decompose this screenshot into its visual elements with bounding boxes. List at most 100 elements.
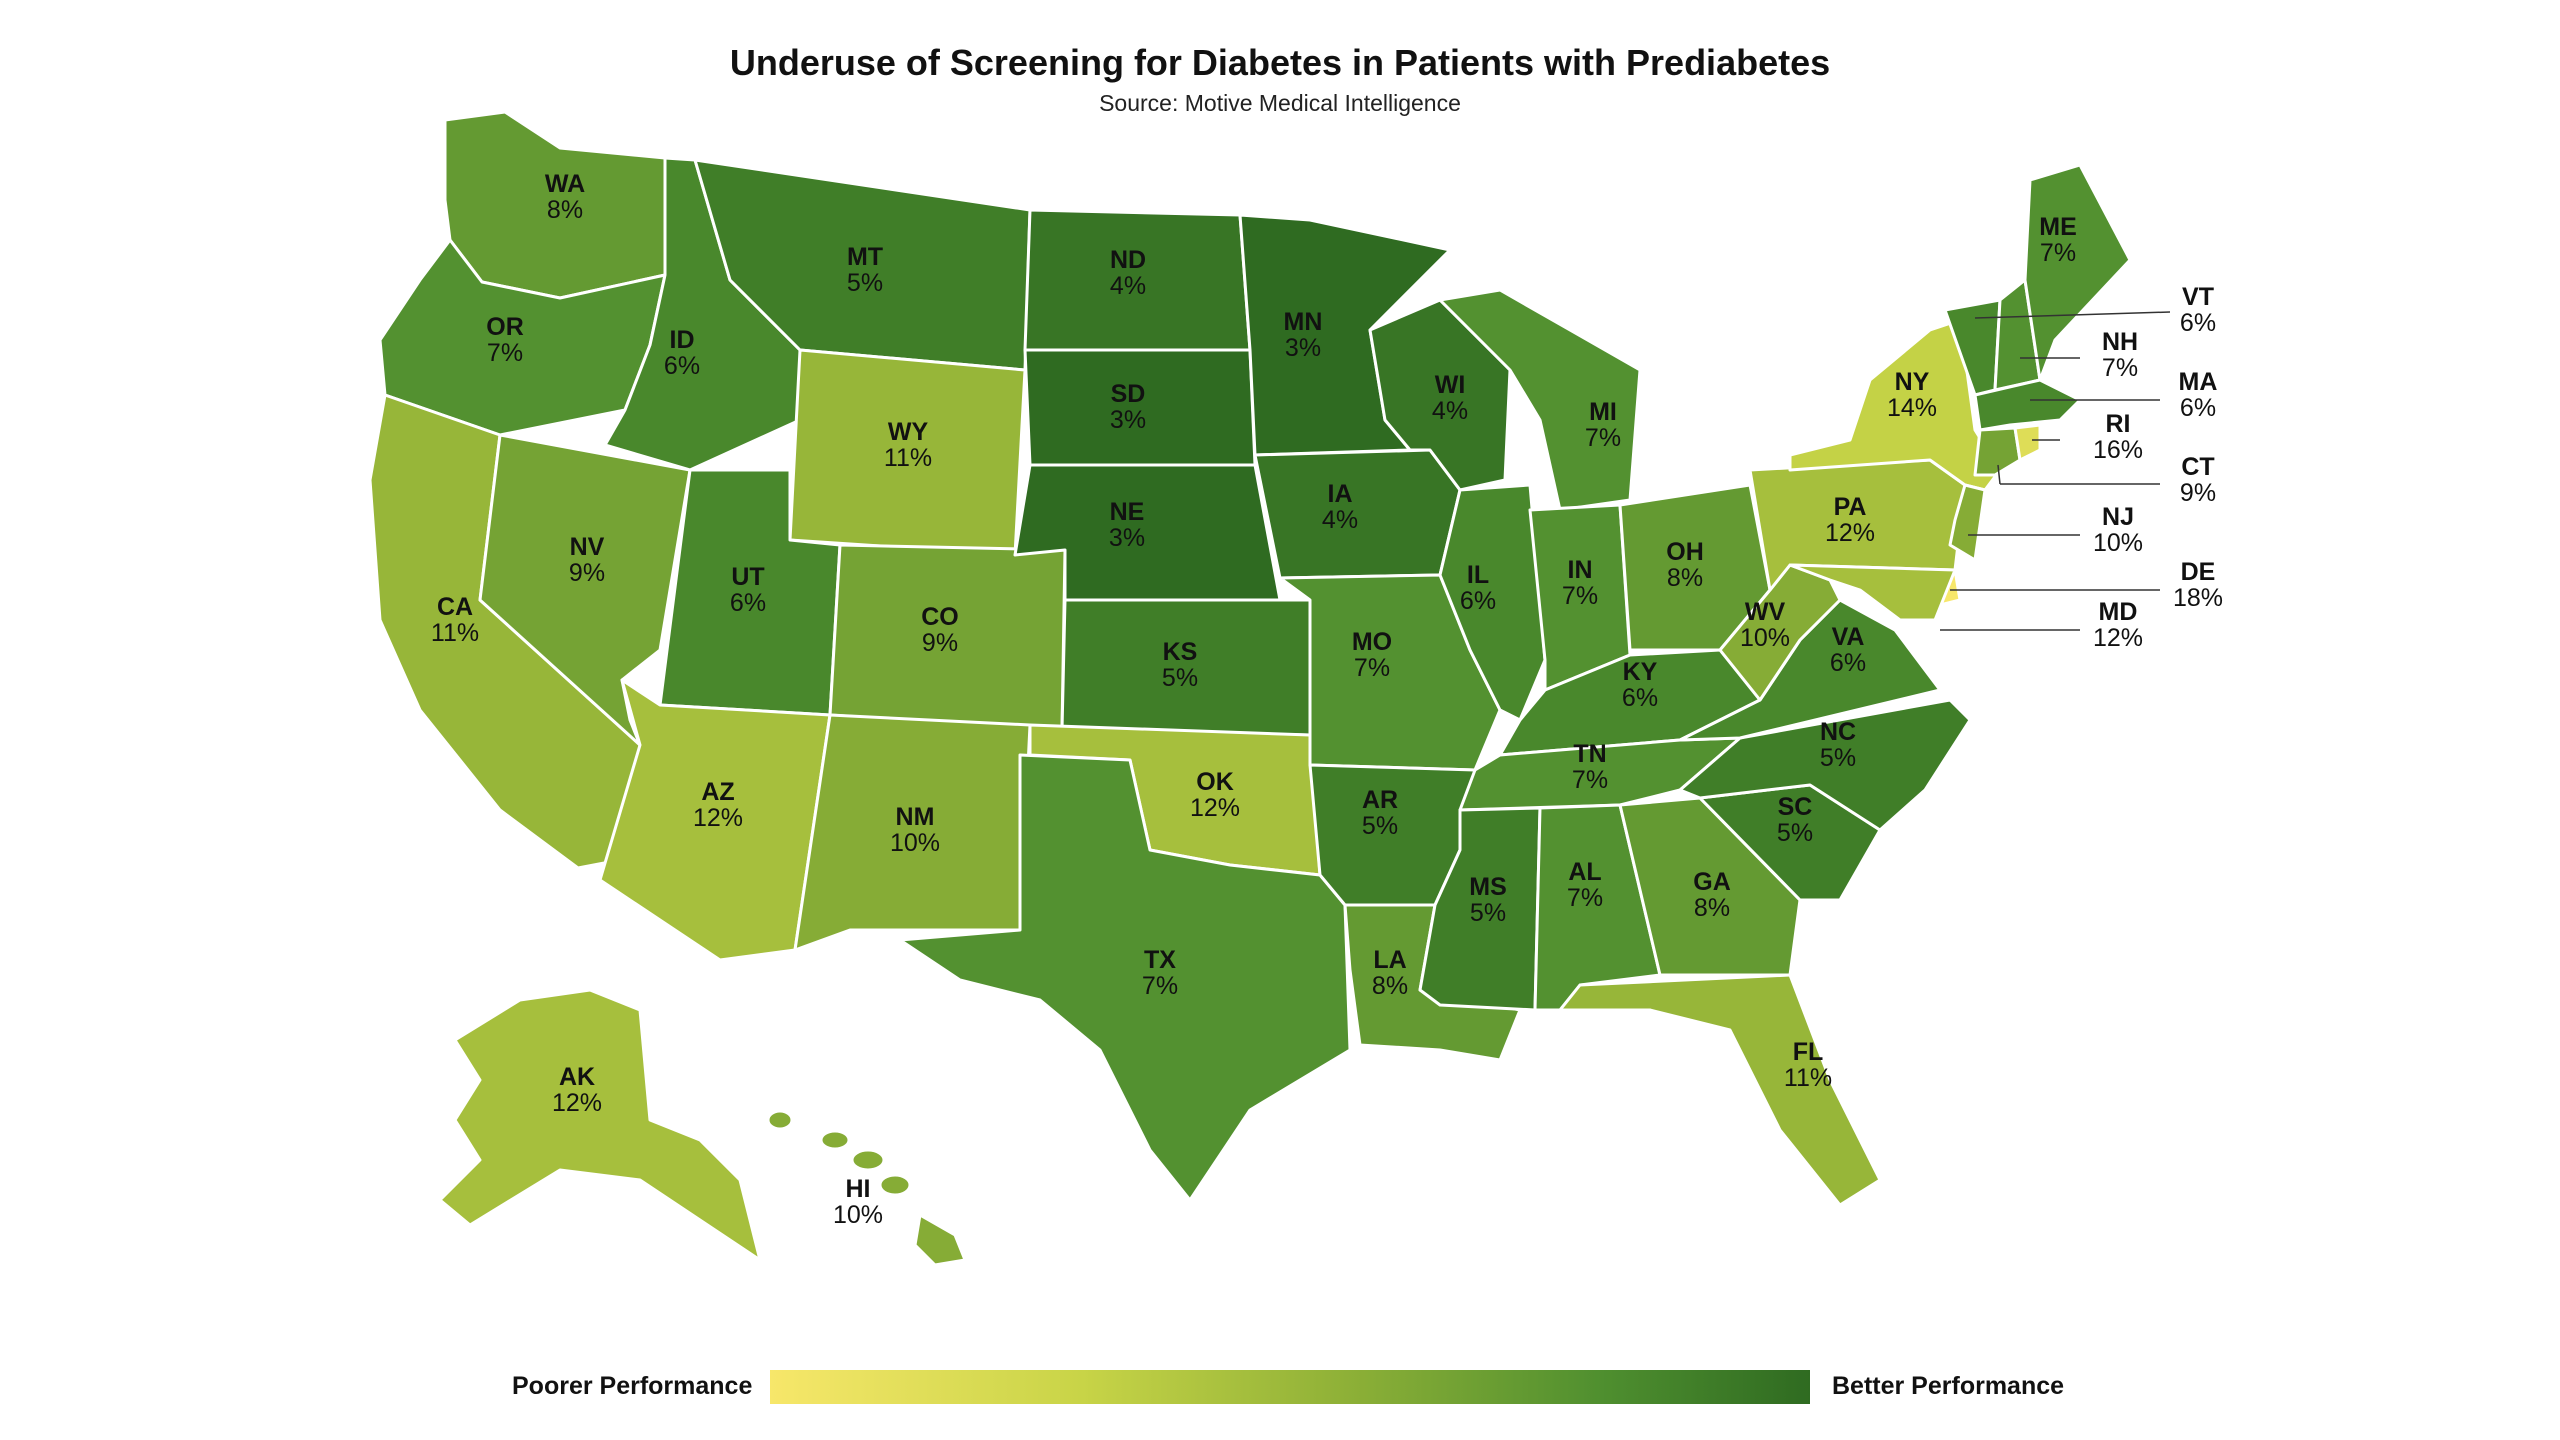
state-ct[interactable]: [1973, 426, 2022, 477]
state-abbr-nj: NJ: [2102, 503, 2134, 531]
state-abbr-tn: TN: [1573, 740, 1606, 768]
state-value-ky: 6%: [1622, 684, 1658, 712]
state-value-mo: 7%: [1354, 654, 1390, 682]
state-value-al: 7%: [1567, 884, 1603, 912]
state-value-ga: 8%: [1694, 894, 1730, 922]
leader-ct: [1997, 464, 2001, 485]
state-value-ca: 11%: [431, 619, 479, 647]
state-abbr-mt: MT: [847, 243, 883, 271]
state-value-il: 6%: [1460, 587, 1496, 615]
state-value-ct: 9%: [2180, 479, 2216, 507]
state-abbr-ut: UT: [731, 563, 764, 591]
state-value-vt: 6%: [2180, 309, 2216, 337]
state-abbr-or: OR: [486, 313, 524, 341]
state-tx[interactable]: [898, 753, 1352, 1202]
leader-vt: [1974, 311, 2171, 319]
state-abbr-va: VA: [1832, 623, 1865, 651]
state-abbr-az: AZ: [701, 778, 734, 806]
state-nm[interactable]: [793, 713, 1032, 952]
state-abbr-oh: OH: [1666, 538, 1704, 566]
hi-island: [819, 1129, 851, 1151]
state-abbr-pa: PA: [1834, 493, 1867, 521]
state-value-nc: 5%: [1820, 744, 1856, 772]
state-value-fl: 11%: [1784, 1064, 1832, 1092]
state-abbr-ct: CT: [2181, 453, 2214, 481]
state-value-md: 12%: [2093, 624, 2143, 652]
state-abbr-al: AL: [1568, 858, 1601, 886]
state-value-de: 18%: [2173, 584, 2223, 612]
state-nj[interactable]: [1948, 483, 1987, 562]
state-value-ok: 12%: [1190, 794, 1240, 822]
state-value-nd: 4%: [1110, 272, 1146, 300]
state-abbr-nv: NV: [570, 533, 605, 561]
state-value-nh: 7%: [2102, 354, 2138, 382]
state-value-in: 7%: [1562, 582, 1598, 610]
state-abbr-mi: MI: [1589, 398, 1617, 426]
state-value-nj: 10%: [2093, 529, 2143, 557]
state-abbr-ca: CA: [437, 593, 473, 621]
state-ak[interactable]: [438, 988, 762, 1262]
state-value-sd: 3%: [1110, 406, 1146, 434]
state-abbr-fl: FL: [1793, 1038, 1824, 1066]
state-abbr-ne: NE: [1110, 498, 1145, 526]
state-value-wa: 8%: [547, 196, 583, 224]
state-value-hi: 10%: [833, 1201, 883, 1229]
state-hi[interactable]: [913, 1213, 967, 1267]
state-value-or: 7%: [487, 339, 523, 367]
state-value-ia: 4%: [1322, 506, 1358, 534]
state-abbr-tx: TX: [1144, 946, 1176, 974]
state-abbr-sd: SD: [1111, 380, 1146, 408]
state-abbr-sc: SC: [1778, 793, 1813, 821]
leader-lines: [1940, 311, 2171, 631]
state-value-nm: 10%: [890, 829, 940, 857]
state-abbr-in: IN: [1568, 556, 1593, 584]
state-abbr-co: CO: [921, 603, 959, 631]
hi-island: [766, 1109, 794, 1131]
state-value-id: 6%: [664, 352, 700, 380]
state-abbr-ga: GA: [1693, 868, 1731, 896]
state-abbr-ks: KS: [1163, 638, 1198, 666]
state-value-mt: 5%: [847, 269, 883, 297]
state-abbr-wa: WA: [545, 170, 585, 198]
state-abbr-de: DE: [2181, 558, 2216, 586]
state-value-pa: 12%: [1825, 519, 1875, 547]
legend-low-label: Poorer Performance: [512, 1372, 753, 1400]
state-nc[interactable]: [1678, 698, 1972, 832]
state-abbr-wi: WI: [1435, 371, 1466, 399]
legend-high-label: Better Performance: [1832, 1372, 2065, 1400]
state-value-sc: 5%: [1777, 819, 1813, 847]
state-value-wy: 11%: [884, 444, 932, 472]
hawaii-islands: [766, 1109, 912, 1197]
state-md[interactable]: [1788, 563, 1957, 622]
state-abbr-ms: MS: [1469, 873, 1507, 901]
state-value-ar: 5%: [1362, 812, 1398, 840]
state-abbr-ar: AR: [1362, 786, 1398, 814]
state-abbr-mo: MO: [1352, 628, 1392, 656]
state-value-ne: 3%: [1109, 524, 1145, 552]
state-value-la: 8%: [1372, 972, 1408, 1000]
state-abbr-ia: IA: [1328, 480, 1353, 508]
state-value-tn: 7%: [1572, 766, 1608, 794]
state-abbr-mn: MN: [1284, 308, 1323, 336]
state-abbr-ky: KY: [1623, 658, 1658, 686]
state-value-ks: 5%: [1162, 664, 1198, 692]
state-abbr-nd: ND: [1110, 246, 1146, 274]
state-ga[interactable]: [1618, 796, 1802, 977]
state-value-wv: 10%: [1740, 624, 1790, 652]
state-abbr-ri: RI: [2106, 410, 2131, 438]
state-abbr-nm: NM: [896, 803, 935, 831]
map-subtitle: Source: Motive Medical Intelligence: [1099, 90, 1461, 116]
state-value-mi: 7%: [1585, 424, 1621, 452]
state-fl[interactable]: [1558, 973, 1882, 1207]
state-value-oh: 8%: [1667, 564, 1703, 592]
state-abbr-nh: NH: [2102, 328, 2138, 356]
map-title: Underuse of Screening for Diabetes in Pa…: [729, 42, 1831, 83]
state-value-ak: 12%: [552, 1089, 602, 1117]
state-ri[interactable]: [2013, 423, 2042, 462]
state-value-ny: 14%: [1887, 394, 1937, 422]
state-abbr-la: LA: [1373, 946, 1406, 974]
legend-gradient: [770, 1370, 1810, 1404]
state-abbr-il: IL: [1467, 561, 1489, 589]
state-mi[interactable]: [1438, 288, 1642, 512]
